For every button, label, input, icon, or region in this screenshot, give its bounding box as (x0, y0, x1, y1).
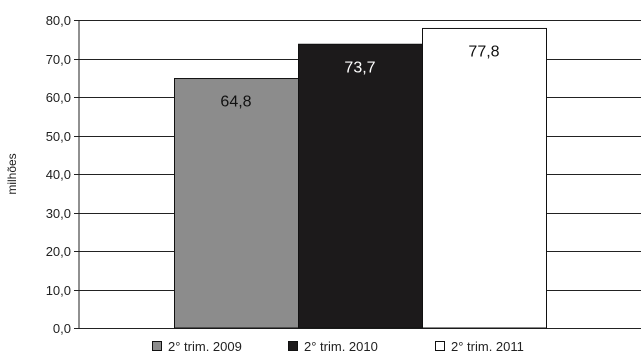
bar-3 (422, 27, 547, 329)
y-tick-label: 60,0 (46, 90, 71, 105)
legend-label-1: 2° trim. 2009 (168, 339, 242, 354)
data-label-1: 64,8 (220, 94, 251, 111)
bars (174, 27, 547, 329)
legend-label-2: 2° trim. 2010 (304, 339, 378, 354)
legend: 2° trim. 2009 2° trim. 2010 2° trim. 2011 (152, 339, 524, 354)
legend-swatch-2 (288, 341, 298, 351)
y-tick-label: 50,0 (46, 129, 71, 144)
y-tick-label: 0,0 (53, 321, 71, 336)
y-tick-label: 80,0 (46, 13, 71, 28)
y-tick-label: 20,0 (46, 244, 71, 259)
data-label-3: 77,8 (468, 43, 499, 60)
bar-2 (298, 43, 423, 329)
y-tick-label: 30,0 (46, 206, 71, 221)
legend-swatch-1 (152, 341, 162, 351)
legend-label-3: 2° trim. 2011 (451, 339, 524, 354)
y-axis-title: milhões (5, 153, 19, 194)
y-tick-label: 10,0 (46, 283, 71, 298)
y-tick-label: 40,0 (46, 167, 71, 182)
data-label-2: 73,7 (344, 59, 375, 76)
data-labels: 64,8 73,7 77,8 (220, 43, 499, 110)
bar-1 (174, 78, 299, 329)
y-tick-label: 70,0 (46, 52, 71, 67)
y-tick-labels: 0,0 10,0 20,0 30,0 40,0 50,0 60,0 70,0 80,0 (46, 13, 71, 336)
legend-swatch-3 (435, 341, 445, 351)
